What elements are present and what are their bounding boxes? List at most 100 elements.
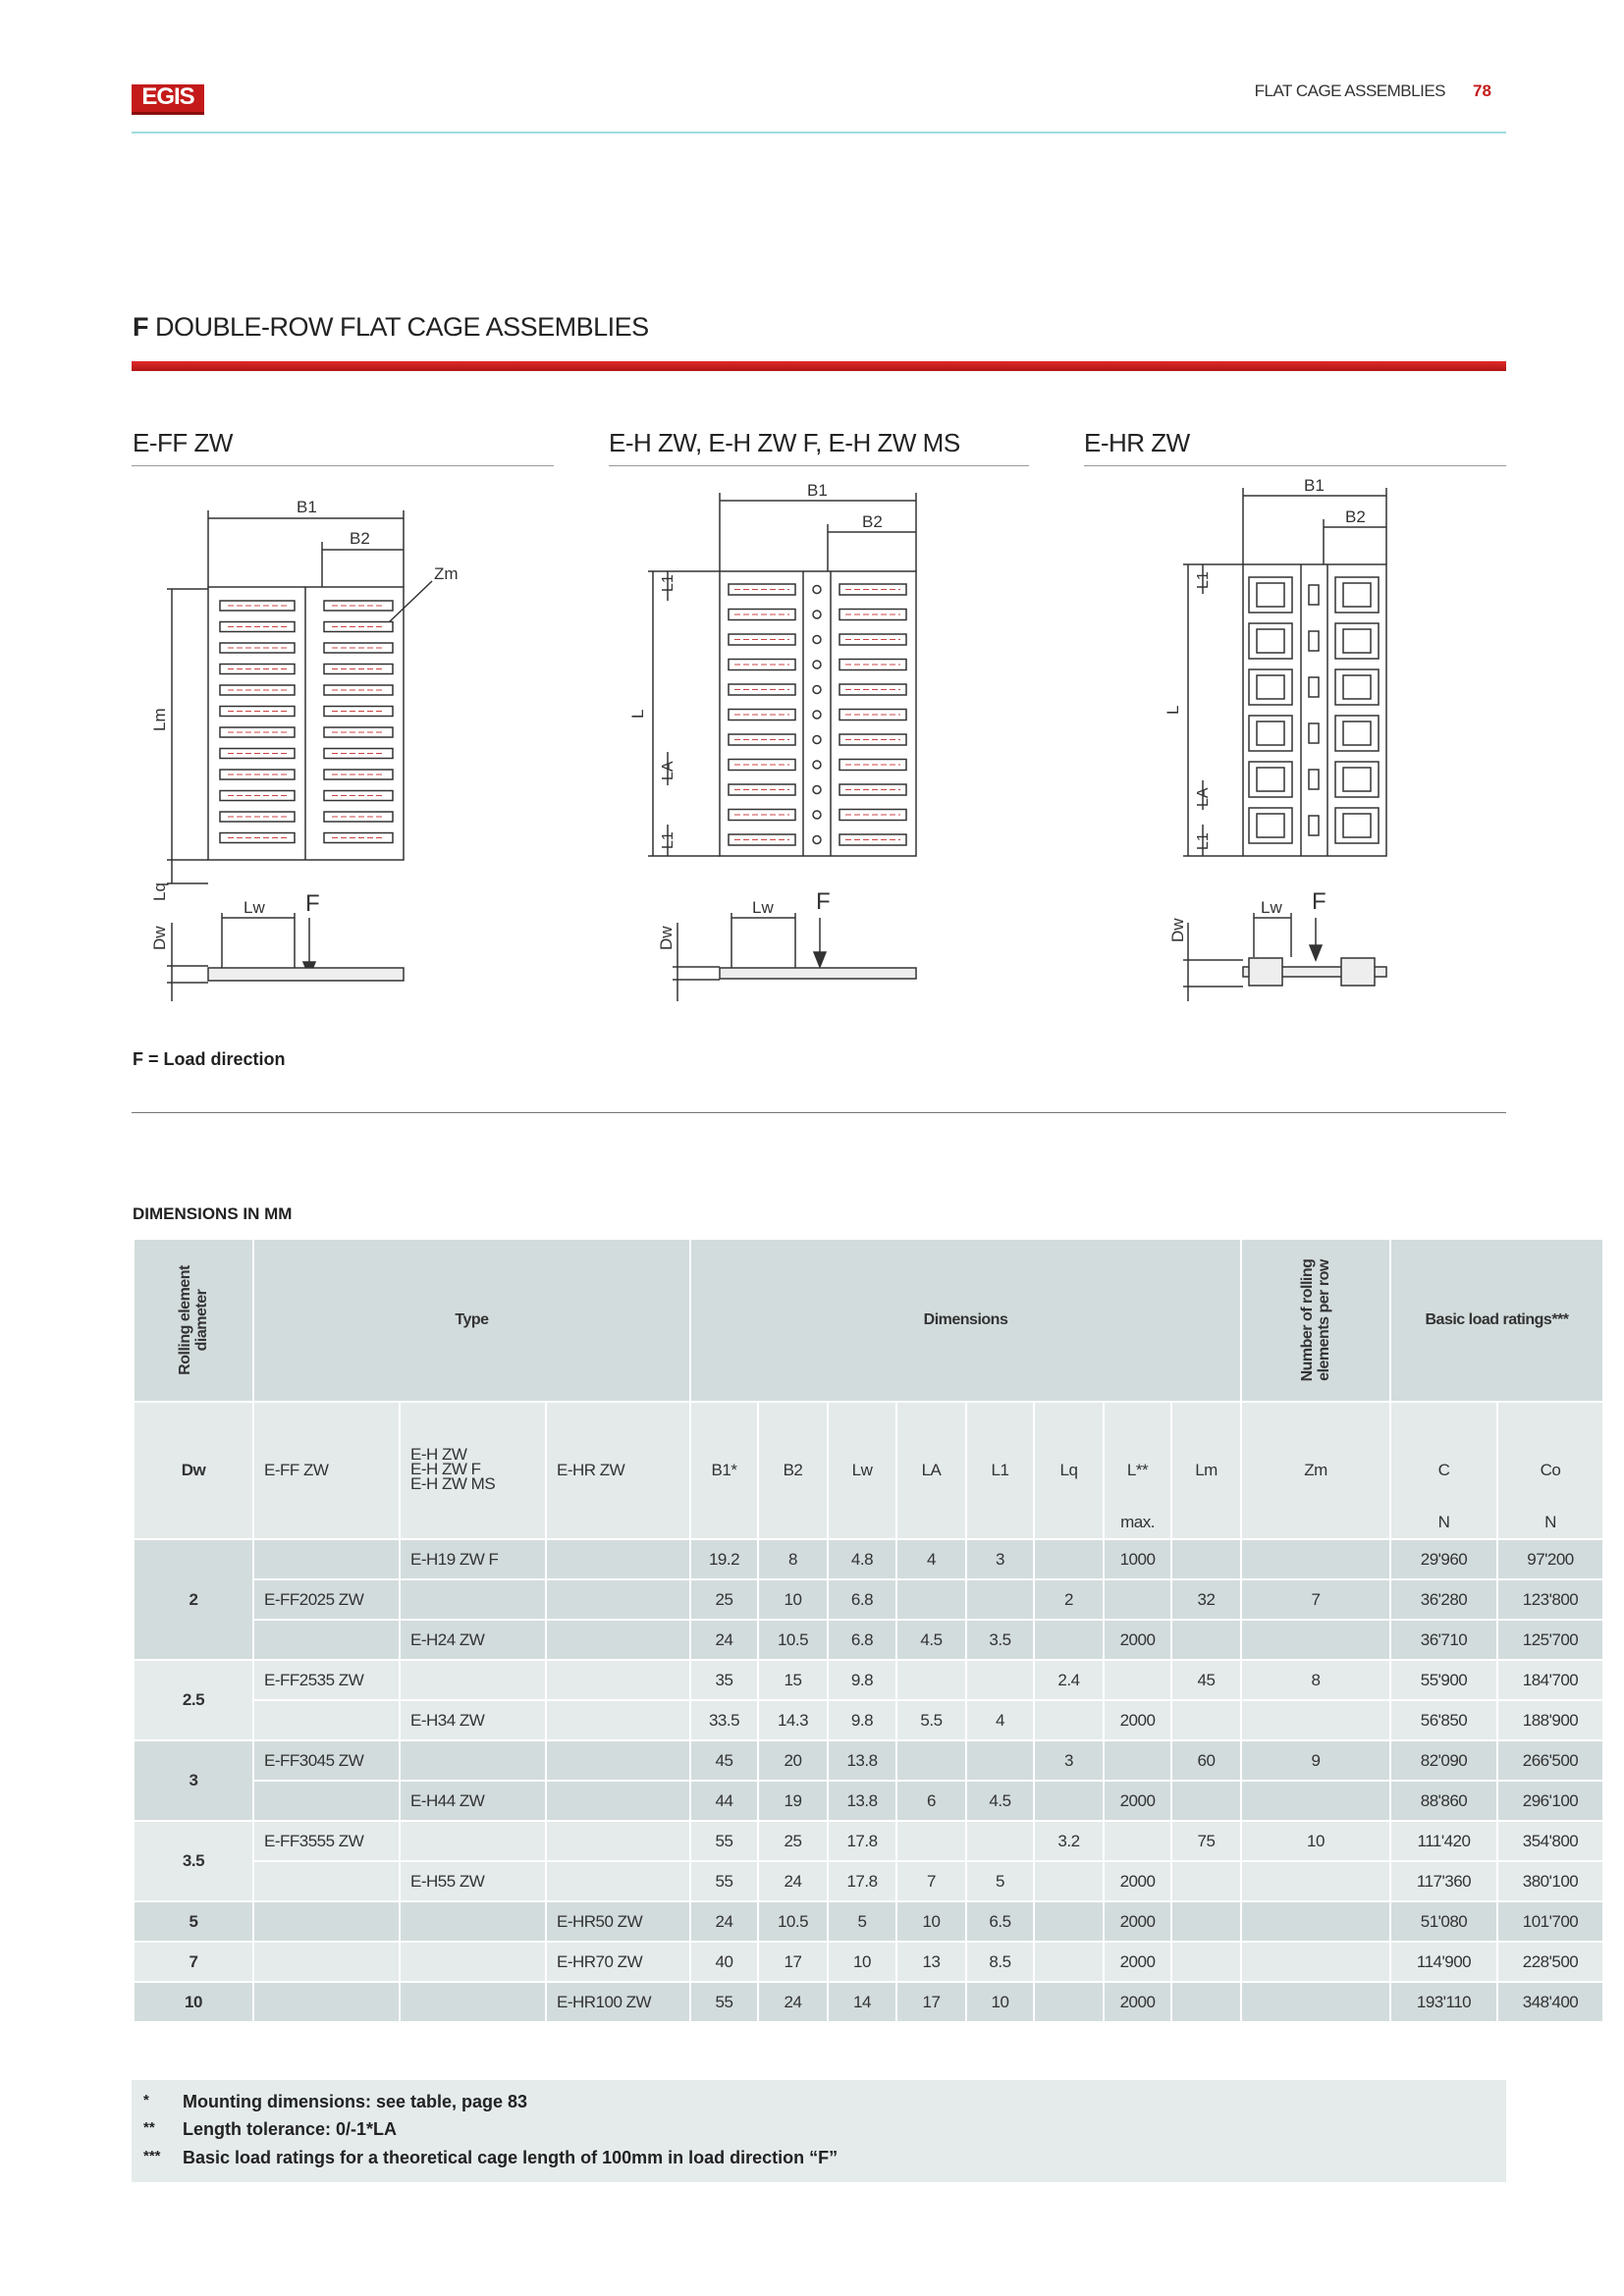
cell-lq (1035, 1621, 1103, 1659)
cell-dw: 7 (135, 1943, 252, 1981)
roller-inner (1342, 582, 1372, 608)
section-title-text: DOUBLE-ROW FLAT CAGE ASSEMBLIES (155, 312, 649, 342)
cell-b1: 55 (691, 1822, 757, 1860)
cell-eh (401, 1943, 545, 1981)
cell-eh (401, 1661, 545, 1699)
cell-c: 51'080 (1391, 1902, 1496, 1941)
hole (812, 784, 822, 795)
column-header-lm: Lm (1172, 1403, 1240, 1538)
svg-text:B2: B2 (1345, 507, 1366, 526)
column-header-l1: L1 (967, 1403, 1033, 1538)
cell-eff: E-FF3555 ZW (254, 1822, 399, 1860)
cell-co: 184'700 (1498, 1661, 1602, 1699)
svg-text:B1: B1 (807, 481, 828, 500)
cell-eh (401, 1902, 545, 1941)
table-row: 5 E-HR50 ZW 24 10.5 5 10 6.5 2000 51'080 101'700 (135, 1902, 1602, 1941)
cell-lw: 14 (829, 1983, 895, 2021)
svg-text:Zm: Zm (434, 564, 459, 583)
cell-eh (401, 1983, 545, 2021)
cell-dw: 5 (135, 1902, 252, 1941)
cell-co: 266'500 (1498, 1741, 1602, 1780)
hole (812, 734, 822, 745)
cell-l: 2000 (1105, 1621, 1170, 1659)
diagram-underline (609, 465, 1029, 466)
cell-l1: 4.5 (967, 1782, 1033, 1820)
table-row: 7 E-HR70 ZW 40 17 10 13 8.5 2000 114'900 228'500 (135, 1943, 1602, 1981)
cell-la: 10 (897, 1902, 965, 1941)
cell-b2: 15 (759, 1661, 827, 1699)
section-letter: F (133, 312, 149, 342)
cell-b1: 40 (691, 1943, 757, 1981)
cell-c: 111'420 (1391, 1822, 1496, 1860)
egis-logo: EGIS (132, 84, 204, 115)
cell-la (897, 1661, 965, 1699)
diagram-title-eh: E-H ZW, E-H ZW F, E-H ZW MS (609, 428, 960, 457)
cell-eh: E-H55 ZW (401, 1862, 545, 1900)
column-header-dw: Dw (135, 1403, 252, 1538)
cell-lq (1035, 1782, 1103, 1820)
cell-co: 348'400 (1498, 1983, 1602, 2021)
cell-l: 1000 (1105, 1540, 1170, 1578)
cell-lm: 60 (1172, 1741, 1240, 1780)
hole (812, 684, 822, 695)
load-direction-note: F = Load direction (133, 1049, 286, 1069)
table-row: 3 E-FF3045 ZW 45 20 13.8 3 60 9 82'090 266'500 (135, 1741, 1602, 1820)
cell-lw: 17.8 (829, 1862, 895, 1900)
hole (812, 610, 822, 619)
cell-eff: E-FF2535 ZW (254, 1661, 399, 1699)
cell-lm (1172, 1983, 1240, 2021)
cell-lq (1035, 1983, 1103, 2021)
svg-text:B2: B2 (862, 512, 883, 531)
cell-lw: 6.8 (829, 1621, 895, 1659)
cell-c: 56'850 (1391, 1701, 1496, 1739)
column-header-co: Co N (1498, 1403, 1602, 1538)
cell-dw: 2 (135, 1540, 252, 1659)
table-caption: DIMENSIONS IN MM (133, 1204, 293, 1223)
svg-text:Dw: Dw (657, 926, 676, 950)
cell-lm (1172, 1943, 1240, 1981)
svg-text:Lq: Lq (150, 882, 169, 901)
hole (812, 834, 822, 845)
cell-c: 55'900 (1391, 1661, 1496, 1699)
cell-la (897, 1580, 965, 1619)
cell-eff: E-FF3045 ZW (254, 1741, 399, 1780)
cell-b1: 19.2 (691, 1540, 757, 1578)
svg-text:L: L (628, 710, 647, 719)
hole (812, 810, 822, 820)
hole (812, 584, 822, 595)
cell-ehr (547, 1540, 689, 1578)
slot (1308, 769, 1320, 790)
cell-lw: 17.8 (829, 1822, 895, 1860)
header-rolling-element: Rolling element diameter (135, 1240, 252, 1401)
cell-eff (254, 1782, 399, 1820)
cell-zm (1242, 1701, 1389, 1739)
cell-dw: 3 (135, 1741, 252, 1820)
cell-lm: 45 (1172, 1661, 1240, 1699)
cell-ehr (547, 1701, 689, 1739)
cell-l (1105, 1741, 1170, 1780)
cell-lm (1172, 1782, 1240, 1820)
cell-eff (254, 1983, 399, 2021)
cell-b1: 55 (691, 1862, 757, 1900)
cell-l1 (967, 1580, 1033, 1619)
page-number: 78 (1473, 81, 1491, 100)
table-row: E-FF2025 ZW 25 10 6.8 2 32 7 36'280 123'800 (135, 1580, 1602, 1619)
cell-l1: 8.5 (967, 1943, 1033, 1981)
drawing-eh-zw: B1 B2 L1 L LA L1 Lw F Dw (628, 481, 917, 1001)
cell-zm: 7 (1242, 1580, 1389, 1619)
cell-dw: 2.5 (135, 1661, 252, 1739)
hole (812, 634, 822, 645)
cell-b1: 35 (691, 1661, 757, 1699)
hole (812, 660, 822, 669)
cell-lm (1172, 1862, 1240, 1900)
cell-ehr (547, 1782, 689, 1820)
section-divider (132, 1112, 1506, 1113)
slot (1308, 676, 1320, 698)
cell-co: 123'800 (1498, 1580, 1602, 1619)
cell-c: 82'090 (1391, 1741, 1496, 1780)
cell-eh (401, 1741, 545, 1780)
cell-c: 193'110 (1391, 1983, 1496, 2021)
cell-lq: 2 (1035, 1580, 1103, 1619)
header-number-elements: Number of rolling elements per row (1242, 1240, 1389, 1401)
cell-c: 114'900 (1391, 1943, 1496, 1981)
